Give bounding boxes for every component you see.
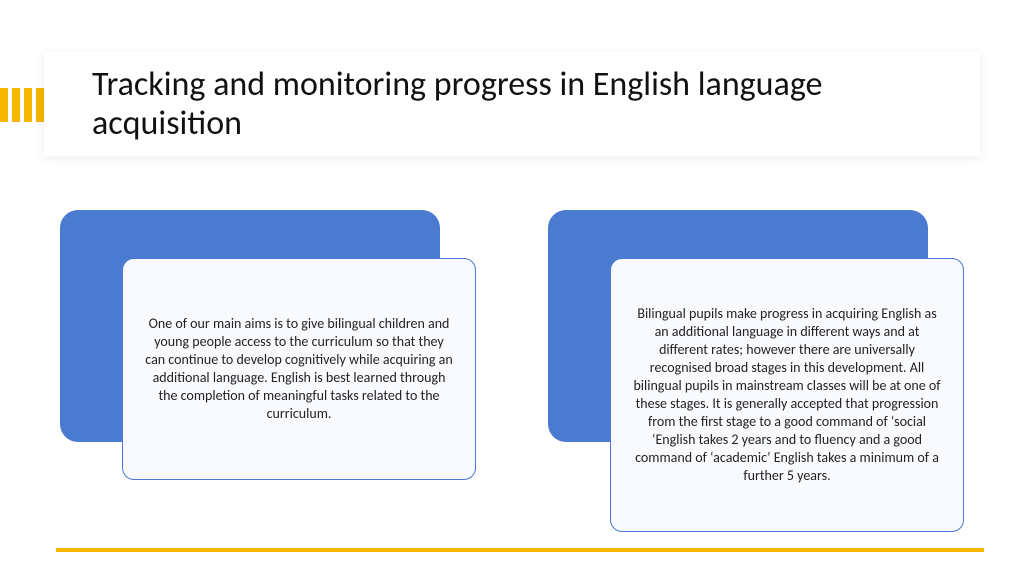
card-body-text: One of our main aims is to give bilingua… (145, 315, 453, 422)
card-body-text: Bilingual pupils make progress in acquir… (633, 305, 941, 484)
title-bar: Tracking and monitoring progress in Engl… (44, 52, 980, 156)
accent-stripes (0, 88, 44, 122)
accent-bar (36, 88, 44, 122)
accent-bar (0, 88, 8, 122)
accent-bar (24, 88, 32, 122)
accent-bar (12, 88, 20, 122)
card-front: Bilingual pupils make progress in acquir… (610, 258, 964, 532)
page-title: Tracking and monitoring progress in Engl… (92, 65, 932, 143)
card-front: One of our main aims is to give bilingua… (122, 258, 476, 480)
bottom-rule (56, 548, 984, 552)
